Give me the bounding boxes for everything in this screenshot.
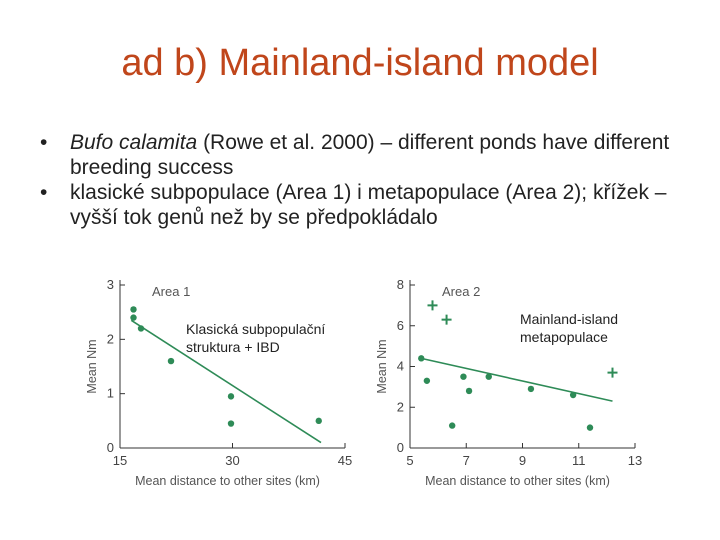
annotation-area2: Mainland-island metapopulace bbox=[520, 311, 619, 345]
data-point bbox=[130, 314, 137, 321]
bullet-text: (Rowe et al. 2000) – different ponds hav… bbox=[70, 131, 670, 179]
data-point-cross bbox=[607, 367, 618, 378]
x-tick-label: 45 bbox=[338, 453, 352, 468]
y-tick-label: 2 bbox=[107, 331, 114, 346]
data-point bbox=[460, 373, 467, 380]
y-tick-label: 0 bbox=[397, 440, 404, 455]
slide-title: ad b) Mainland-island model bbox=[121, 42, 599, 84]
data-point bbox=[423, 377, 431, 384]
chart-area1: 0 1 2 3 15 30 45 Mean distance to other sites (… bbox=[80, 270, 360, 495]
data-point bbox=[315, 417, 322, 425]
data-point bbox=[130, 306, 137, 313]
y-tick-label: 3 bbox=[107, 277, 114, 292]
chart-area1-plot: 0 1 2 3 15 30 45 Mean distance to other sites (… bbox=[85, 277, 352, 488]
species-name: Bufo calamita bbox=[70, 131, 198, 154]
trend-line bbox=[130, 319, 322, 444]
y-tick-label: 1 bbox=[107, 386, 114, 401]
panel-title: Area 1 bbox=[152, 284, 190, 299]
y-tick-label: 4 bbox=[397, 359, 404, 374]
x-tick-label: 9 bbox=[519, 453, 526, 468]
data-point-cross bbox=[427, 300, 438, 311]
data-point bbox=[448, 422, 456, 429]
data-point bbox=[137, 325, 145, 332]
x-tick-label: 15 bbox=[113, 453, 127, 468]
panel-title: Area 2 bbox=[442, 284, 480, 299]
data-point bbox=[167, 357, 175, 365]
bullet-item: • Bufo calamita (Rowe et al. 2000) – diff… bbox=[40, 130, 690, 180]
y-tick-label: 2 bbox=[397, 399, 404, 414]
y-axis-label: Mean Nm bbox=[85, 339, 99, 393]
y-tick-label: 0 bbox=[107, 440, 114, 455]
data-point bbox=[465, 387, 473, 395]
chart-area2: 0 2 4 6 8 5 7 9 11 13 Mean distance to other sites… bbox=[365, 270, 650, 495]
x-axis-label: Mean distance to other sites (km) bbox=[425, 474, 610, 488]
x-tick-label: 13 bbox=[628, 453, 642, 468]
data-point bbox=[227, 420, 235, 427]
trend-line bbox=[421, 357, 613, 402]
data-point bbox=[418, 355, 425, 362]
x-tick-label: 5 bbox=[406, 453, 413, 468]
data-point-cross bbox=[441, 314, 452, 325]
y-tick-label: 8 bbox=[397, 277, 404, 292]
bullet-item: • klasické subpopulace (Area 1) i metapop… bbox=[40, 180, 690, 230]
x-tick-label: 11 bbox=[572, 453, 586, 468]
y-axis-label: Mean Nm bbox=[375, 339, 389, 393]
bullet-symbol: • bbox=[40, 131, 48, 154]
data-point bbox=[569, 391, 577, 399]
data-point bbox=[227, 393, 235, 400]
y-tick-label: 6 bbox=[397, 318, 404, 333]
bullet-symbol: • bbox=[40, 181, 48, 204]
bullet-list: • Bufo calamita (Rowe et al. 2000) – diff… bbox=[40, 130, 690, 230]
bullet-text: klasické subpopulace (Area 1) i metapopu… bbox=[70, 181, 667, 229]
x-tick-label: 7 bbox=[463, 453, 470, 468]
x-axis-label: Mean distance to other sites (km) bbox=[135, 474, 320, 488]
x-tick-label: 30 bbox=[225, 453, 239, 468]
chart-area2-plot: 0 2 4 6 8 5 7 9 11 13 Mean distance to other sites… bbox=[375, 277, 642, 488]
data-point bbox=[527, 385, 535, 393]
data-point bbox=[485, 373, 492, 380]
annotation-area1: Klasická subpopulační struktura + IBD bbox=[186, 321, 326, 355]
data-point bbox=[586, 424, 594, 431]
